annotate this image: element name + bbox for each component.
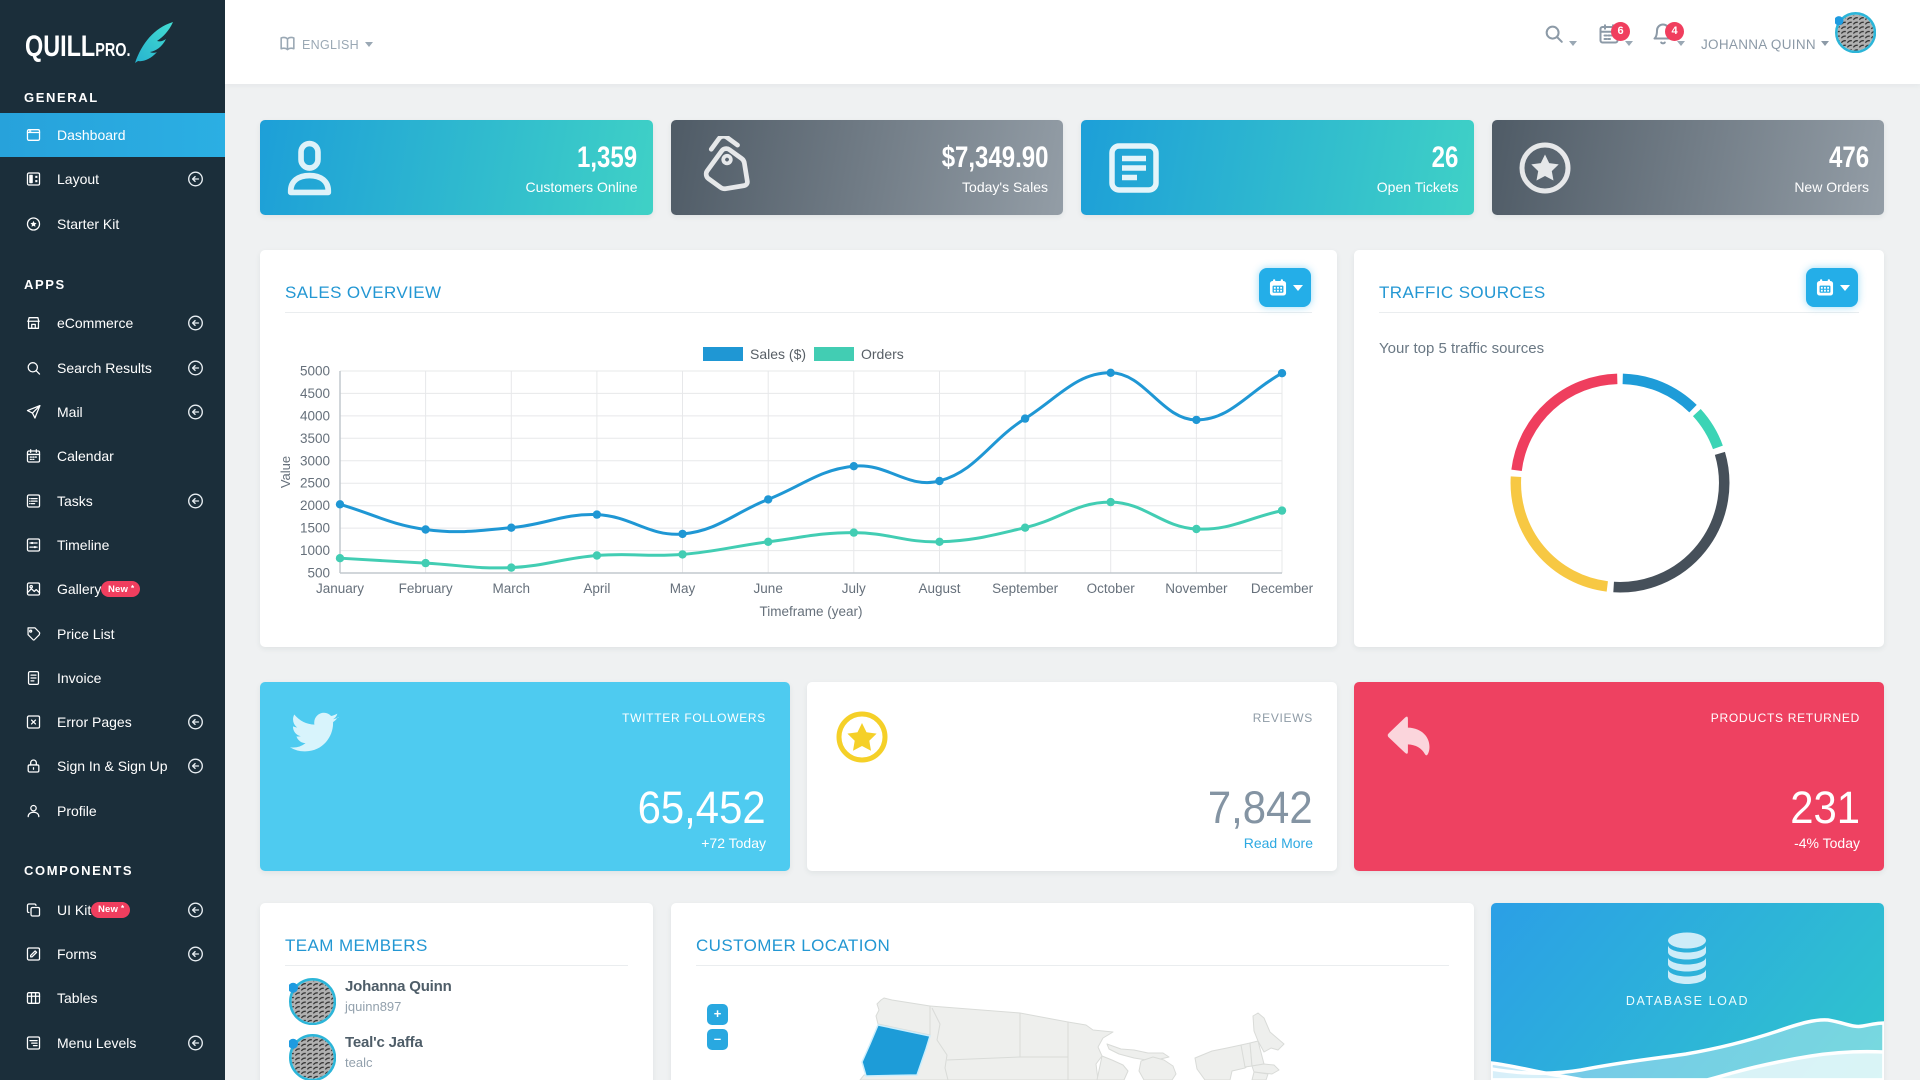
svg-text:4000: 4000	[300, 408, 330, 423]
svg-text:5000: 5000	[300, 364, 330, 379]
svg-text:October: October	[1087, 581, 1136, 596]
svg-text:500: 500	[307, 566, 330, 581]
svg-text:2500: 2500	[300, 476, 330, 491]
svg-text:May: May	[670, 581, 696, 596]
svg-text:3000: 3000	[300, 453, 330, 468]
svg-text:December: December	[1251, 581, 1314, 596]
svg-text:1500: 1500	[300, 521, 330, 536]
svg-text:November: November	[1165, 581, 1228, 596]
svg-text:April: April	[583, 581, 610, 596]
svg-text:1000: 1000	[300, 543, 330, 558]
svg-text:Timeframe (year): Timeframe (year)	[759, 604, 862, 619]
svg-text:January: January	[316, 581, 364, 596]
svg-text:Sales ($): Sales ($)	[750, 346, 806, 362]
svg-text:August: August	[918, 581, 960, 596]
svg-text:Value: Value	[278, 456, 293, 488]
svg-text:3500: 3500	[300, 431, 330, 446]
svg-text:2000: 2000	[300, 498, 330, 513]
svg-text:March: March	[493, 581, 531, 596]
svg-text:June: June	[754, 581, 783, 596]
svg-text:4500: 4500	[300, 386, 330, 401]
svg-text:February: February	[399, 581, 453, 596]
svg-text:Orders: Orders	[861, 346, 904, 362]
svg-text:September: September	[992, 581, 1059, 596]
svg-text:July: July	[842, 581, 866, 596]
